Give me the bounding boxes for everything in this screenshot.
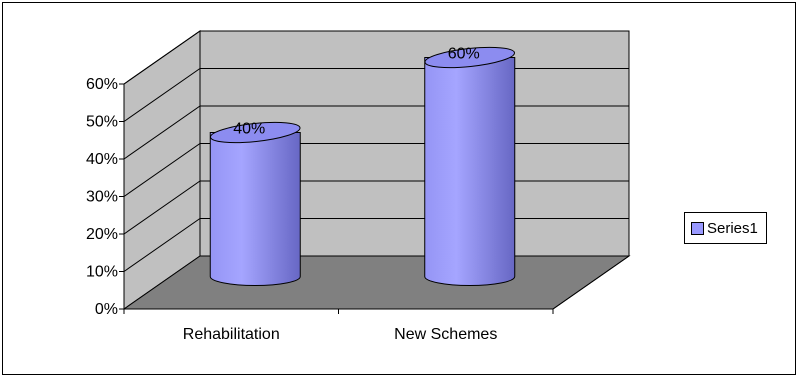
floor-edge (552, 255, 630, 310)
x-tick-label: New Schemes (394, 326, 497, 343)
chart-plot: 0% 10% 20% 30% 40% 50% 60% 40% 60% Rehabilitati… (86, 30, 631, 343)
y-tick-label: 10% (86, 264, 118, 281)
legend: Series1 (684, 212, 767, 244)
cylinder-bar: 40% (209, 121, 301, 286)
data-label: 60% (448, 46, 480, 63)
cylinder-bar: 60% (424, 46, 516, 286)
legend-swatch (691, 221, 704, 235)
cylinder-body (209, 132, 301, 286)
y-tick-label: 20% (86, 226, 118, 243)
cylinder-body (424, 57, 516, 286)
floor (122, 255, 631, 310)
y-tick-label: 40% (86, 151, 118, 168)
cylinder-top (209, 121, 301, 144)
y-tick-label: 60% (86, 76, 118, 93)
y-tick-label: 30% (86, 189, 118, 206)
y-tick-label: 50% (86, 114, 118, 131)
cylinder-top (424, 46, 516, 69)
gridline (123, 30, 629, 85)
legend-label: Series1 (707, 219, 758, 237)
y-tick-label: 0% (95, 301, 118, 318)
x-tick-label: Rehabilitation (183, 326, 280, 343)
data-label: 40% (233, 121, 265, 138)
